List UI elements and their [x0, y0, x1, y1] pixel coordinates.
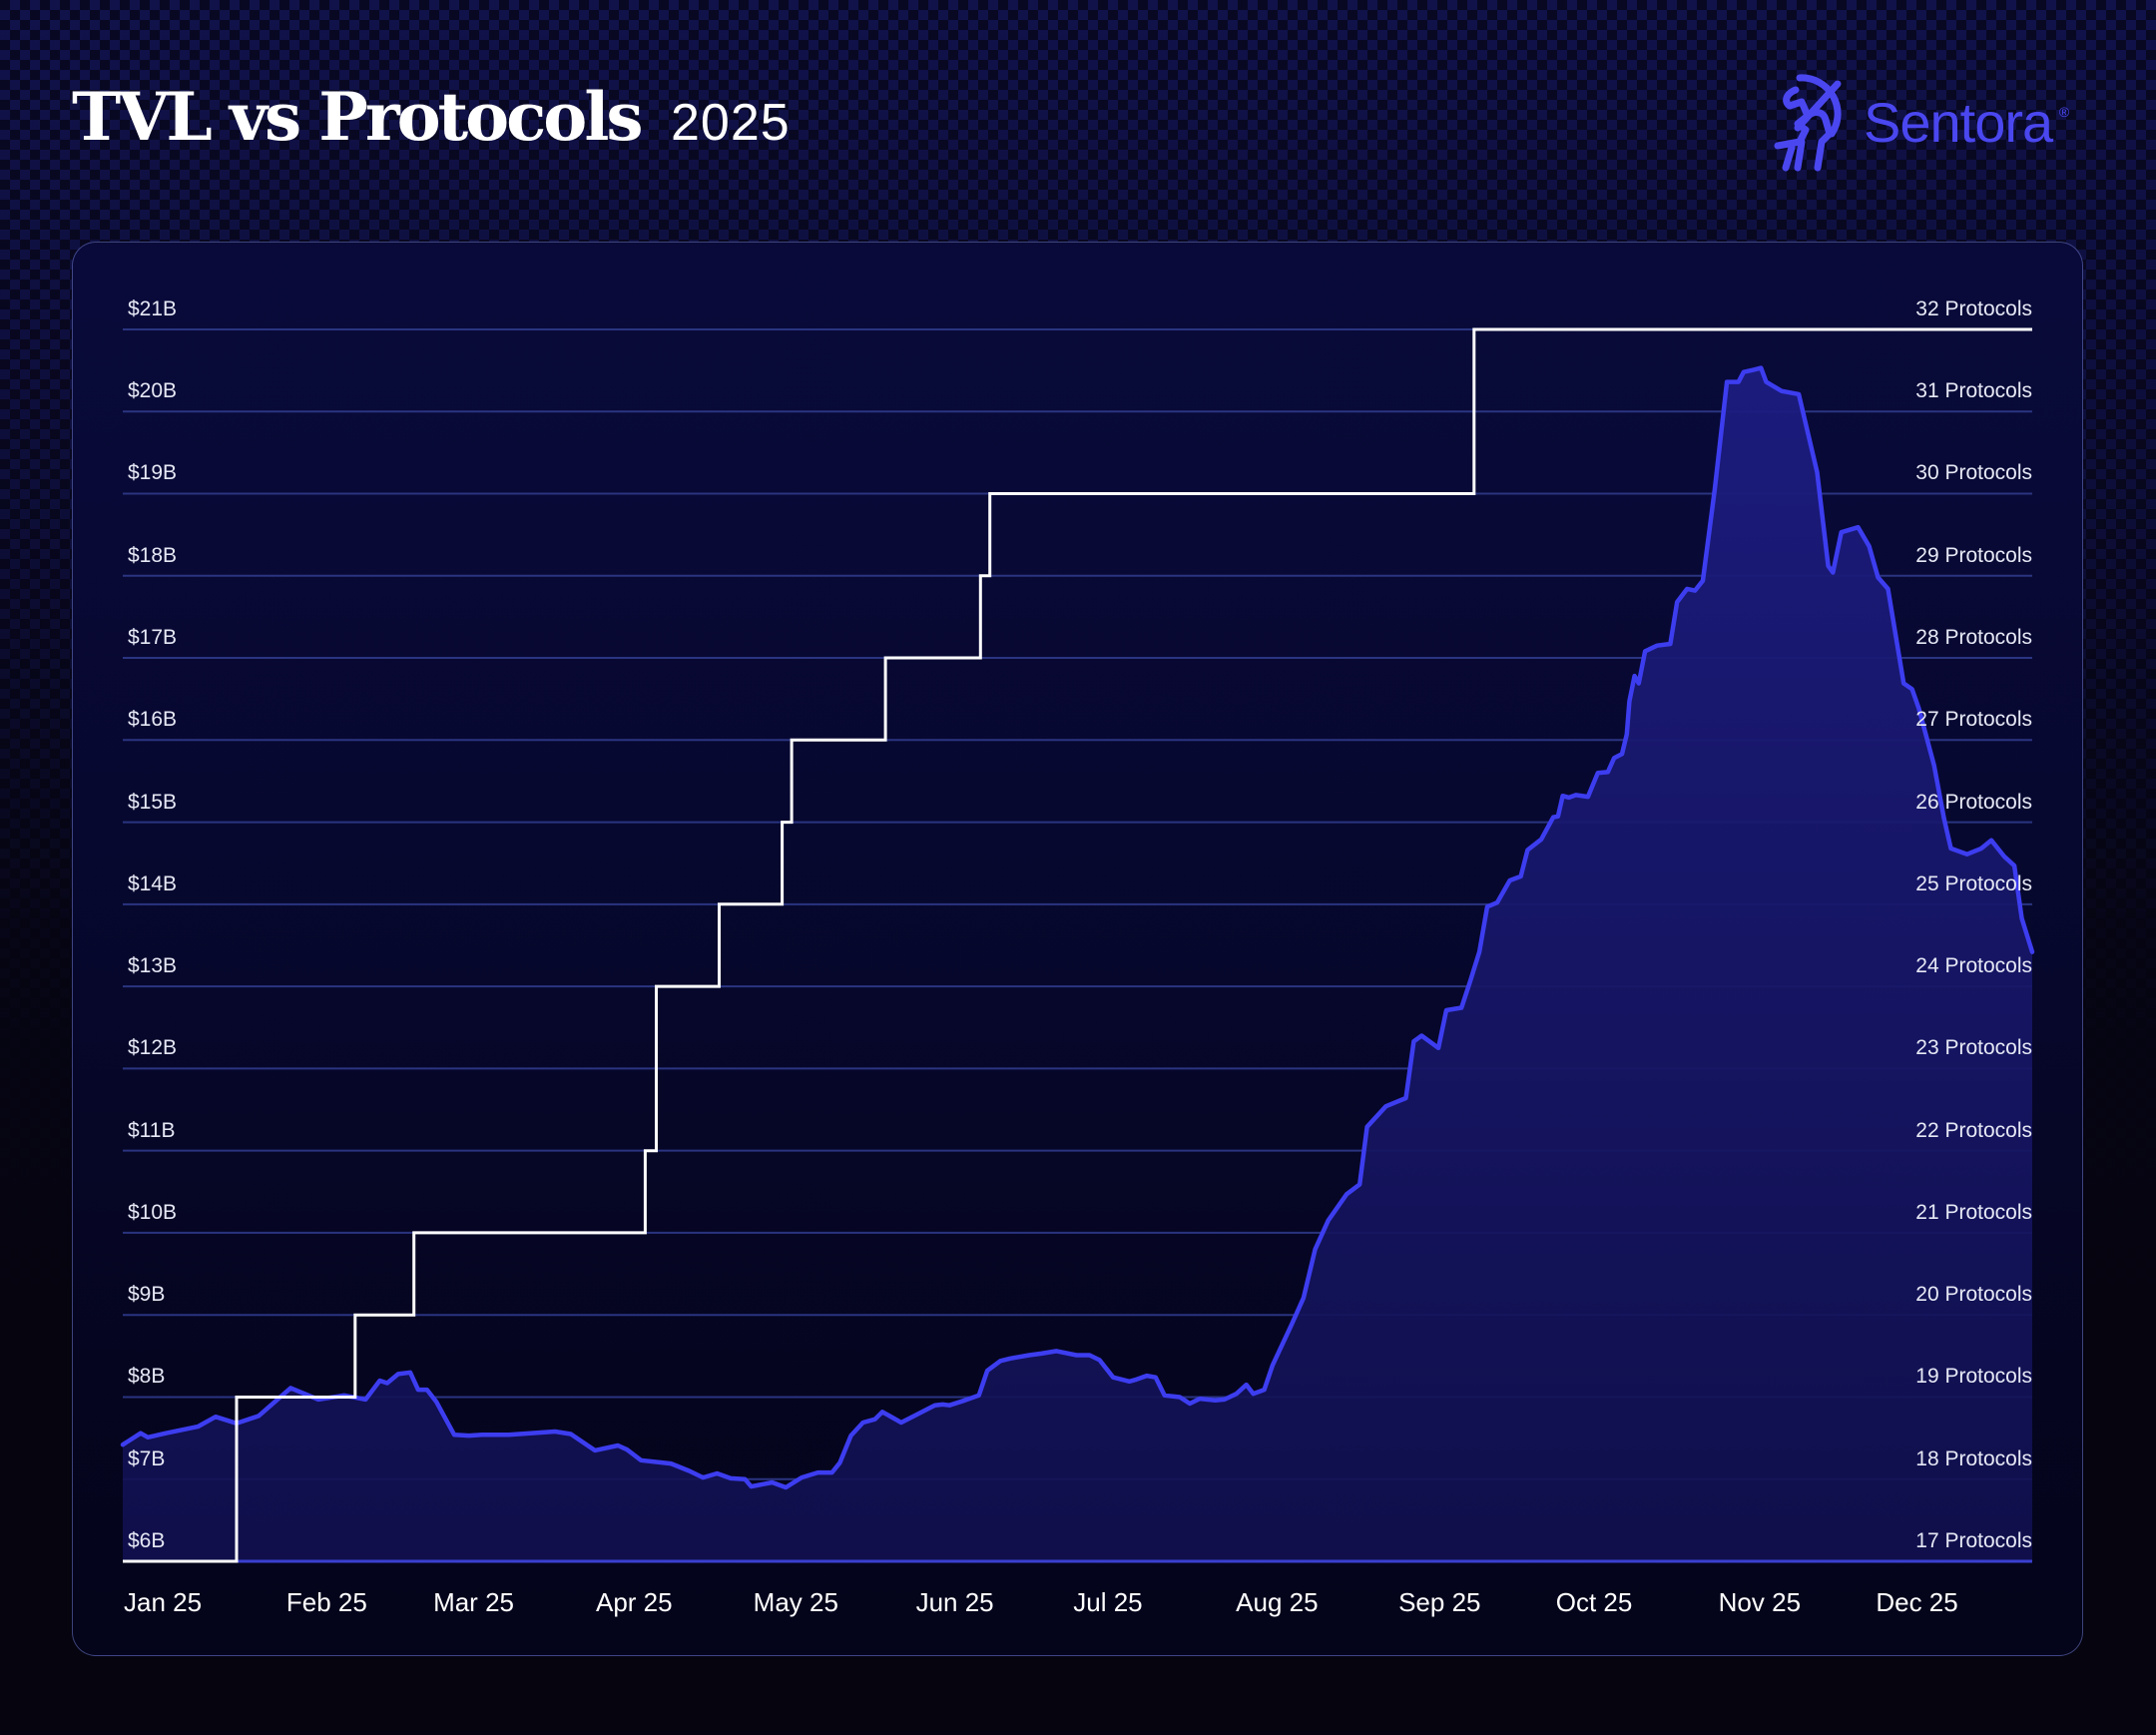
y-left-tick-label: $12B: [128, 1036, 178, 1060]
protocols-step-line: [123, 327, 2032, 1563]
y-left-tick-label: $8B: [128, 1365, 166, 1389]
centaur-archer-icon: [1774, 74, 1842, 172]
x-tick-label: May 25: [753, 1587, 838, 1617]
x-tick-label: Dec 25: [1876, 1587, 1958, 1617]
y-left-tick-label: $15B: [128, 790, 178, 814]
y-right-tick-label: 29 Protocols: [1915, 543, 2032, 567]
brand-name-text: Sentora: [1864, 90, 2053, 154]
y-left-tick-label: $9B: [128, 1283, 166, 1307]
y-right-tick-label: 23 Protocols: [1915, 1036, 2032, 1060]
y-left-tick-label: $19B: [128, 461, 178, 485]
y-right-tick-label: 31 Protocols: [1915, 379, 2032, 403]
y-right-tick-label: 21 Protocols: [1915, 1200, 2032, 1224]
x-tick-label: Oct 25: [1555, 1587, 1633, 1617]
y-left-tick-label: $7B: [128, 1446, 166, 1470]
y-right-tick-label: 27 Protocols: [1915, 708, 2032, 732]
x-tick-label: Feb 25: [285, 1587, 367, 1617]
y-left-tick-label: $18B: [128, 543, 178, 567]
y-left-tick-label: $6B: [128, 1529, 166, 1552]
x-tick-label: Aug 25: [1236, 1587, 1319, 1617]
y-right-tick-label: 30 Protocols: [1915, 461, 2032, 485]
y-right-tick-label: 17 Protocols: [1915, 1529, 2032, 1552]
y-left-tick-label: $13B: [128, 954, 178, 978]
y-left-tick-label: $11B: [128, 1118, 176, 1142]
y-left-tick-label: $16B: [128, 708, 178, 732]
y-left-tick-label: $14B: [128, 871, 178, 895]
y-right-tick-label: 19 Protocols: [1915, 1365, 2032, 1389]
y-right-tick-label: 25 Protocols: [1915, 871, 2032, 895]
registered-mark: ®: [2058, 103, 2069, 120]
x-tick-label: Nov 25: [1718, 1587, 1802, 1617]
brand-name: Sentora ®: [1864, 90, 2069, 155]
x-tick-label: Jan 25: [124, 1587, 203, 1617]
y-left-tick-label: $20B: [128, 379, 178, 403]
y-right-tick-label: 24 Protocols: [1915, 954, 2032, 978]
chart-title: TVL vs Protocols: [72, 78, 644, 156]
y-right-tick-label: 26 Protocols: [1915, 790, 2032, 814]
y-left-tick-label: $10B: [128, 1200, 178, 1224]
x-tick-label: Mar 25: [433, 1587, 514, 1617]
tvl-line: [120, 365, 2035, 1490]
y-right-tick-label: 28 Protocols: [1915, 626, 2032, 650]
y-right-tick-label: 20 Protocols: [1915, 1283, 2032, 1307]
chart-year: 2025: [671, 94, 791, 152]
x-tick-label: Jul 25: [1073, 1587, 1143, 1617]
tvl-area-fill: [123, 367, 2032, 1562]
x-tick-label: Jun 25: [915, 1587, 994, 1617]
y-right-tick-label: 32 Protocols: [1915, 296, 2032, 320]
y-right-tick-label: 22 Protocols: [1915, 1118, 2032, 1142]
y-right-tick-label: 18 Protocols: [1915, 1446, 2032, 1470]
y-left-tick-label: $21B: [128, 296, 178, 320]
y-left-tick-label: $17B: [128, 626, 178, 650]
x-tick-label: Sep 25: [1398, 1587, 1481, 1617]
brand-logo: Sentora ®: [1772, 72, 2069, 172]
x-tick-label: Apr 25: [595, 1587, 673, 1617]
page-title: TVL vs Protocols 2025: [72, 78, 791, 156]
